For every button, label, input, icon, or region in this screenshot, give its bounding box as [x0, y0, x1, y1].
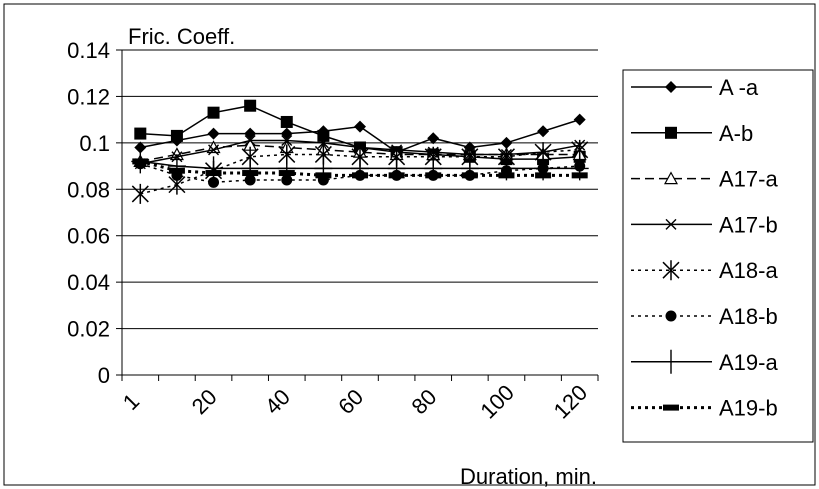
- legend-label: A -a: [719, 75, 759, 100]
- legend: A -a A-b A17-a A17-b A18-a A18-b A19-a A19-b: [631, 75, 778, 421]
- data-point: [388, 172, 405, 179]
- y-axis-title: Fric. Coeff.: [128, 24, 235, 49]
- legend-marker: [665, 310, 677, 322]
- data-point: [535, 172, 552, 179]
- data-point: [461, 172, 478, 179]
- legend-label: A17-b: [719, 212, 778, 237]
- data-point: [498, 172, 515, 179]
- series-a19-b: [132, 158, 588, 179]
- data-point: [427, 132, 440, 145]
- legend-entry: A18-a: [631, 258, 778, 283]
- y-tick-label: 0.06: [67, 224, 110, 249]
- data-point: [352, 172, 368, 179]
- data-point: [131, 183, 149, 204]
- data-point: [205, 170, 222, 177]
- legend-entry: A19-b: [631, 396, 778, 421]
- data-point: [537, 125, 550, 138]
- legend-marker: [665, 218, 677, 230]
- legend-marker: [665, 126, 677, 139]
- legend-entry: A17-a: [631, 167, 778, 192]
- legend-marker: [663, 404, 679, 411]
- y-tick-label: 0.14: [67, 38, 110, 63]
- legend-label: A-b: [719, 121, 753, 146]
- legend-label: A18-b: [719, 304, 778, 329]
- legend-label: A17-a: [719, 167, 778, 192]
- legend-entry: A19-a: [631, 350, 778, 375]
- data-point: [244, 135, 256, 147]
- legend-label: A19-a: [719, 350, 778, 375]
- data-point: [277, 156, 296, 181]
- data-point: [280, 115, 293, 128]
- legend-marker: [665, 81, 677, 93]
- legend-label: A18-a: [719, 258, 778, 283]
- data-point: [278, 170, 295, 177]
- data-point: [425, 172, 442, 179]
- data-point: [167, 154, 186, 179]
- legend-marker: [662, 349, 680, 374]
- data-point: [207, 127, 220, 140]
- data-point: [317, 137, 329, 149]
- data-point: [207, 106, 220, 119]
- plot-area: [122, 50, 598, 375]
- legend-label: A19-b: [719, 396, 778, 421]
- legend-marker: [663, 171, 679, 185]
- data-point: [208, 144, 220, 156]
- x-axis-title: Duration, min.: [460, 464, 597, 489]
- data-point: [317, 129, 330, 142]
- data-point: [573, 113, 586, 126]
- y-tick-label: 0.12: [67, 84, 110, 109]
- y-axis: 0 0.02 0.04 0.06 0.08 0.1 0.12 0.14: [67, 38, 123, 388]
- data-point: [281, 135, 293, 147]
- legend-marker: [662, 260, 680, 281]
- data-point: [241, 156, 260, 181]
- legend-entry: A18-b: [631, 304, 778, 329]
- y-tick-label: 0.1: [79, 131, 110, 156]
- y-tick-label: 0.02: [67, 317, 110, 342]
- data-point: [242, 170, 259, 177]
- data-point: [134, 127, 147, 140]
- series-a19-a: [131, 149, 589, 181]
- series-lines: [131, 99, 589, 204]
- y-tick-label: 0.04: [67, 270, 110, 295]
- legend-entry: A -a: [631, 75, 759, 100]
- legend-entry: A-b: [631, 121, 753, 146]
- data-point: [354, 120, 366, 133]
- data-point: [315, 172, 332, 179]
- data-point: [168, 167, 185, 174]
- y-tick-label: 0.08: [67, 177, 110, 202]
- legend-box: [622, 69, 814, 443]
- data-point: [244, 99, 257, 112]
- y-tick-label: 0: [98, 363, 110, 388]
- data-point: [500, 136, 513, 149]
- data-point: [571, 172, 588, 179]
- data-point: [204, 156, 223, 181]
- data-point: [132, 158, 149, 165]
- data-point: [134, 141, 147, 154]
- legend-entry: A17-b: [631, 212, 778, 237]
- data-point: [170, 129, 183, 142]
- data-point: [208, 176, 220, 188]
